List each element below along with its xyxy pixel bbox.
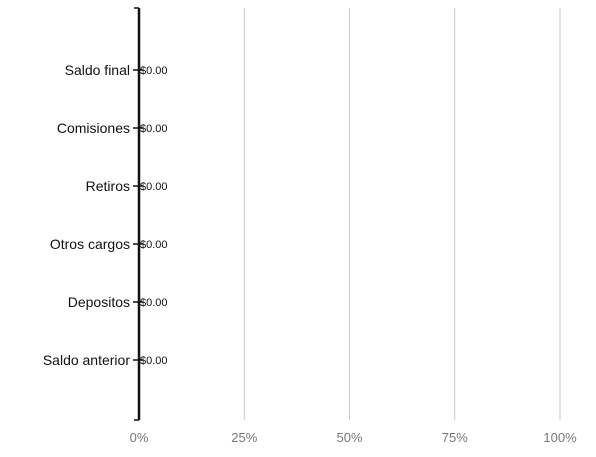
category-label: Saldo anterior [43, 352, 131, 368]
gridlines [243, 8, 561, 420]
x-tick-label: 0% [130, 430, 149, 445]
data-label: $0.00 [140, 65, 168, 77]
data-label: $0.00 [140, 123, 168, 135]
data-labels: $0.00 $0.00 $0.00 $0.00 $0.00 $0.00 [140, 65, 168, 367]
category-label: Otros cargos [50, 236, 130, 252]
x-tick-label: 75% [442, 430, 468, 445]
x-tick-label: 100% [543, 430, 577, 445]
data-label: $0.00 [140, 239, 168, 251]
category-label: Depositos [68, 294, 130, 310]
category-label: Retiros [86, 178, 130, 194]
x-axis-tick-labels: 0% 25% 50% 75% 100% [130, 430, 577, 445]
category-label: Saldo final [65, 62, 130, 78]
data-label: $0.00 [140, 181, 168, 193]
x-tick-label: 50% [336, 430, 362, 445]
x-tick-label: 25% [231, 430, 257, 445]
category-labels: Saldo anterior Depositos Otros cargos Retir… [43, 62, 131, 368]
y-axis-ticks [133, 7, 143, 421]
data-label: $0.00 [140, 355, 168, 367]
data-label: $0.00 [140, 297, 168, 309]
category-label: Comisiones [57, 120, 130, 136]
